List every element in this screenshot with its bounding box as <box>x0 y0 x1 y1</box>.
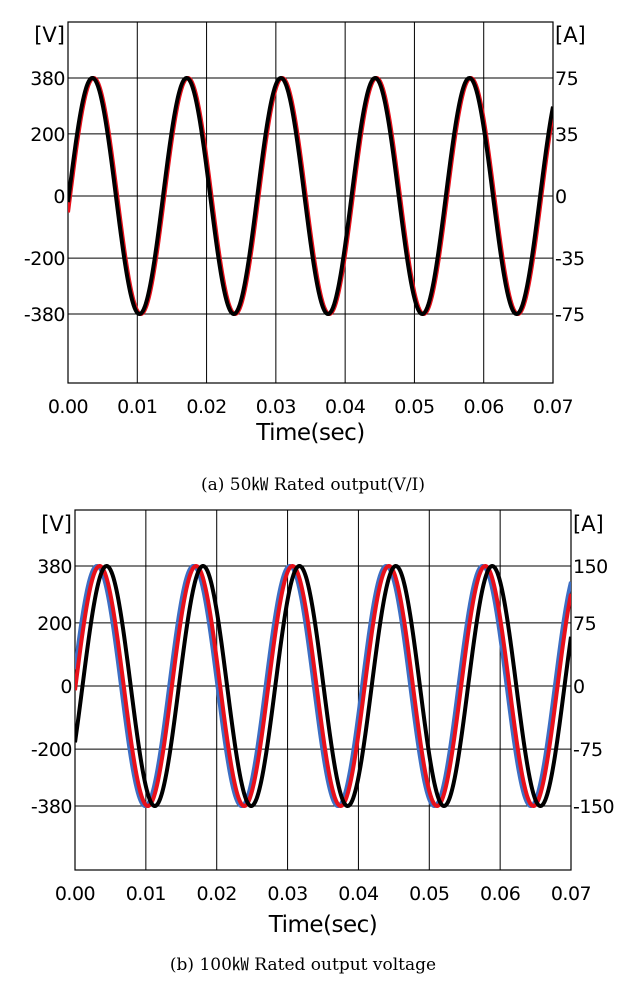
chart-panel-b: 380 200 0 -200 -380 150 75 0 -75 -150 0.00 0.01 0.02… <box>31 509 615 975</box>
left-tick-label: -200 <box>31 739 72 761</box>
x-tick-label: 0.04 <box>338 883 379 905</box>
left-tick-label: 200 <box>37 613 72 635</box>
x-tick-label: 0.05 <box>409 883 449 905</box>
x-tick-label: 0.04 <box>325 396 366 418</box>
x-tick-label: 0.01 <box>117 396 157 418</box>
right-axis-unit: [A] <box>573 512 604 536</box>
figure-caption: (a) 50㎾ Rated output(V/I) <box>201 475 425 495</box>
left-tick-label: -200 <box>24 248 65 270</box>
left-tick-label: 200 <box>30 124 65 146</box>
left-tick-label: -380 <box>31 796 72 818</box>
plot-frame <box>67 21 554 384</box>
right-tick-label: 0 <box>573 676 585 698</box>
x-tick-label: 0.02 <box>186 396 226 418</box>
x-tick-label: 0.05 <box>394 396 434 418</box>
x-tick-label: 0.03 <box>267 883 307 905</box>
left-axis-unit: [V] <box>34 23 65 47</box>
x-axis-label: Time(sec) <box>268 912 378 938</box>
x-tick-label: 0.06 <box>464 396 504 418</box>
right-tick-label: -75 <box>555 304 585 326</box>
x-tick-label: 0.07 <box>533 396 573 418</box>
series-line-2 <box>75 564 571 808</box>
x-tick-label: 0.07 <box>551 883 591 905</box>
figure-caption: (b) 100㎾ Rated output voltage <box>170 955 436 975</box>
right-tick-label: 0 <box>555 186 567 208</box>
x-axis-label: Time(sec) <box>255 420 365 446</box>
x-tick-label: 0.02 <box>197 883 237 905</box>
left-axis-unit: [V] <box>41 512 72 536</box>
x-tick-label: 0.00 <box>48 396 88 418</box>
right-tick-label: 150 <box>573 556 608 578</box>
left-tick-label: 0 <box>53 186 65 208</box>
right-axis-unit: [A] <box>555 23 586 47</box>
right-tick-label: 35 <box>555 124 578 146</box>
right-tick-label: 75 <box>573 613 596 635</box>
x-tick-label: 0.06 <box>480 883 520 905</box>
chart-panel-a: 380 200 0 -200 -380 75 35 0 -35 -75 0.00 0.01 0.02 0.… <box>24 21 586 495</box>
x-tick-label: 0.03 <box>256 396 296 418</box>
x-tick-label: 0.00 <box>55 883 95 905</box>
right-tick-label: -75 <box>573 739 603 761</box>
left-tick-label: -380 <box>24 304 65 326</box>
left-tick-label: 0 <box>60 676 72 698</box>
left-tick-label: 380 <box>30 68 65 90</box>
right-tick-label: -150 <box>573 796 614 818</box>
right-tick-label: 75 <box>555 68 578 90</box>
right-tick-label: -35 <box>555 248 585 270</box>
left-tick-label: 380 <box>37 556 72 578</box>
x-tick-label: 0.01 <box>126 883 166 905</box>
series-line-1 <box>68 76 553 316</box>
